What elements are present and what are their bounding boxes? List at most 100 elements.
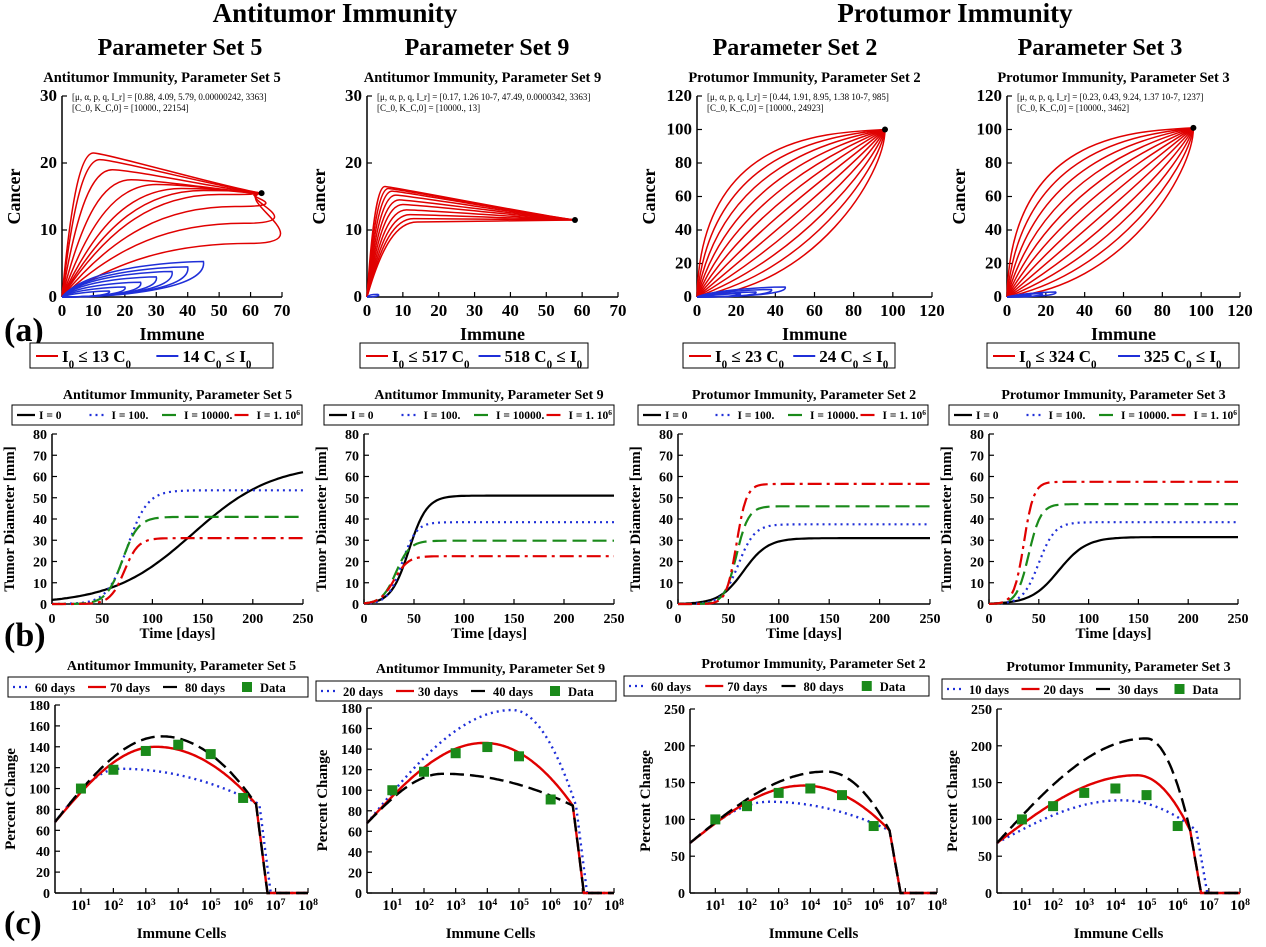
- y-tick-label: 30: [659, 534, 673, 549]
- y-tick-label: 20: [348, 866, 362, 881]
- y-tick-label: 60: [348, 825, 362, 840]
- x-tick-label: 40: [767, 301, 784, 320]
- initial-condition-readout: [C_0, K_C,0] = [10000., 13]: [377, 103, 480, 113]
- series-line: [54, 735, 308, 895]
- x-tick-label: 60: [242, 301, 259, 320]
- y-tick-label: 60: [675, 187, 692, 206]
- y-tick-label: 80: [36, 803, 50, 818]
- x-axis-title: Immune: [1091, 324, 1156, 344]
- y-tick-label: 10: [659, 577, 673, 592]
- trajectory-red: [61, 152, 262, 298]
- series-line: [52, 515, 303, 606]
- series-line: [363, 494, 614, 605]
- legend-label: I = 1. 106: [1194, 408, 1238, 423]
- series-line: [677, 537, 930, 605]
- legend-label: Data: [880, 680, 906, 694]
- y-tick-label: 40: [675, 220, 692, 239]
- trajectory-red: [366, 199, 576, 298]
- x-axis-title: Time [days]: [140, 626, 216, 642]
- x-tick-label: 100: [768, 612, 789, 627]
- y-tick-label: 0: [666, 598, 673, 613]
- y-tick-label: 0: [49, 287, 58, 306]
- trajectory-red: [696, 128, 886, 298]
- trajectory-red: [696, 128, 886, 298]
- x-tick-label: 200: [1178, 612, 1199, 627]
- x-tick-label: 104: [168, 897, 188, 915]
- x-tick-label: 80: [1154, 301, 1171, 320]
- panel-title: Protumor Immunity, Parameter Set 2: [692, 388, 916, 403]
- trajectory-red: [696, 129, 886, 298]
- trajectory-red: [1006, 127, 1194, 298]
- trajectory-red: [61, 168, 262, 298]
- legend-label-red: I0 ≤ 23 C0: [715, 347, 785, 371]
- legend-label: 10 days: [969, 683, 1009, 697]
- x-tick-label: 101: [71, 897, 91, 915]
- legend-label: 30 days: [1118, 683, 1158, 697]
- trajectory-red: [696, 129, 886, 298]
- y-axis-title: Percent Change: [638, 750, 654, 852]
- trajectory-red: [61, 192, 282, 298]
- data-marker: [173, 739, 184, 750]
- legend-box: [682, 342, 896, 369]
- dose-panel-2: Antitumor Immunity, Parameter Set 9 101 10…: [315, 662, 624, 942]
- x-tick-label: 106: [1168, 897, 1188, 915]
- y-tick-label: 150: [664, 777, 685, 792]
- x-tick-label: 150: [1128, 612, 1149, 627]
- series-line: [996, 737, 1240, 895]
- y-tick-label: 160: [29, 720, 50, 735]
- x-tick-label: 100: [1078, 612, 1099, 627]
- x-tick-label: 0: [58, 301, 67, 320]
- y-tick-label: 50: [970, 492, 984, 507]
- data-marker: [419, 766, 429, 777]
- x-tick-label: 108: [1230, 897, 1250, 915]
- y-tick-label: 70: [659, 449, 673, 464]
- panel-title: Antitumor Immunity, Parameter Set 5: [67, 659, 296, 674]
- legend-box: [11, 404, 303, 426]
- row-label-b: (b): [4, 617, 46, 654]
- steady-state-point: [1190, 124, 1197, 131]
- y-axis-title: Tumor Diameter [mm]: [2, 446, 18, 592]
- y-tick-label: 30: [345, 86, 362, 105]
- trajectory-blue: [366, 293, 380, 298]
- y-tick-label: 80: [659, 428, 673, 443]
- trajectory-red: [696, 129, 886, 298]
- legend-box: [315, 680, 617, 702]
- y-tick-label: 100: [664, 813, 685, 828]
- phase-panel-3: Protumor Immunity, Parameter Set 2 [μ, α,…: [639, 70, 945, 371]
- x-tick-label: 120: [1227, 301, 1253, 320]
- x-tick-label: 50: [407, 612, 421, 627]
- data-marker: [1048, 801, 1059, 812]
- y-tick-label: 120: [977, 86, 1003, 105]
- set-title-4: Parameter Set 3: [1018, 35, 1183, 61]
- trajectory-red: [1006, 127, 1195, 298]
- x-tick-label: 20: [728, 301, 745, 320]
- y-tick-label: 10: [40, 220, 57, 239]
- y-tick-label: 80: [345, 428, 359, 443]
- panel-title: Antitumor Immunity, Parameter Set 9: [364, 70, 601, 86]
- y-tick-label: 60: [36, 824, 50, 839]
- y-tick-label: 20: [345, 153, 362, 172]
- y-tick-label: 0: [352, 598, 359, 613]
- y-tick-label: 0: [40, 598, 47, 613]
- x-tick-label: 50: [95, 612, 109, 627]
- x-tick-label: 101: [382, 897, 402, 915]
- data-marker: [108, 764, 119, 775]
- x-axis-title: Immune: [460, 324, 525, 344]
- legend-label: I = 10000.: [184, 410, 233, 422]
- y-tick-label: 200: [971, 740, 992, 755]
- legend-label: 30 days: [418, 685, 458, 699]
- trajectory-red: [61, 189, 262, 298]
- x-axis-title: Immune Cells: [1074, 926, 1164, 942]
- legend-label-blue: 14 C0 ≤ I0: [182, 347, 252, 371]
- legend-label: I = 0: [351, 410, 374, 422]
- x-tick-label: 100: [1188, 301, 1214, 320]
- legend-label: I = 10000.: [496, 410, 545, 422]
- series-line: [689, 784, 937, 895]
- y-tick-label: 40: [348, 846, 362, 861]
- data-marker: [205, 749, 216, 760]
- trajectory-red: [1006, 127, 1194, 298]
- x-tick-label: 100: [142, 612, 163, 627]
- y-axis-title: Percent Change: [315, 749, 331, 851]
- legend-label: Data: [260, 681, 286, 695]
- y-tick-label: 160: [341, 723, 362, 738]
